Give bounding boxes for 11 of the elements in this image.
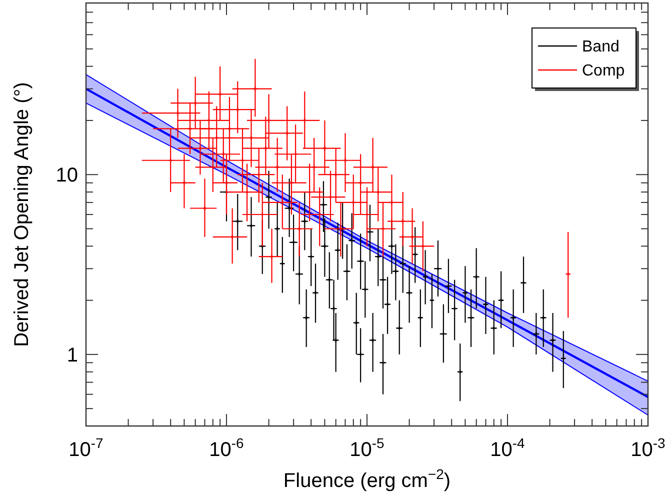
y-axis-title: Derived Jet Opening Angle (°) xyxy=(11,82,33,347)
x-tick-label: 10$^{-6}$ xyxy=(209,435,244,461)
y-tick-label: 1 xyxy=(66,344,78,366)
legend-label: Comp xyxy=(582,62,625,80)
x-axis-title: Fluence (erg cm$^{−2}$) xyxy=(283,466,451,492)
x-tick-label: 10$^{-7}$ xyxy=(68,435,104,461)
x-tick-label: 10$^{-5}$ xyxy=(350,435,385,461)
x-tick-label: 10$^{-3}$ xyxy=(630,435,666,461)
y-tick-label: 10 xyxy=(56,164,78,187)
legend-label: Band xyxy=(582,38,620,56)
x-tick-label: 10$^{-4}$ xyxy=(490,435,526,461)
